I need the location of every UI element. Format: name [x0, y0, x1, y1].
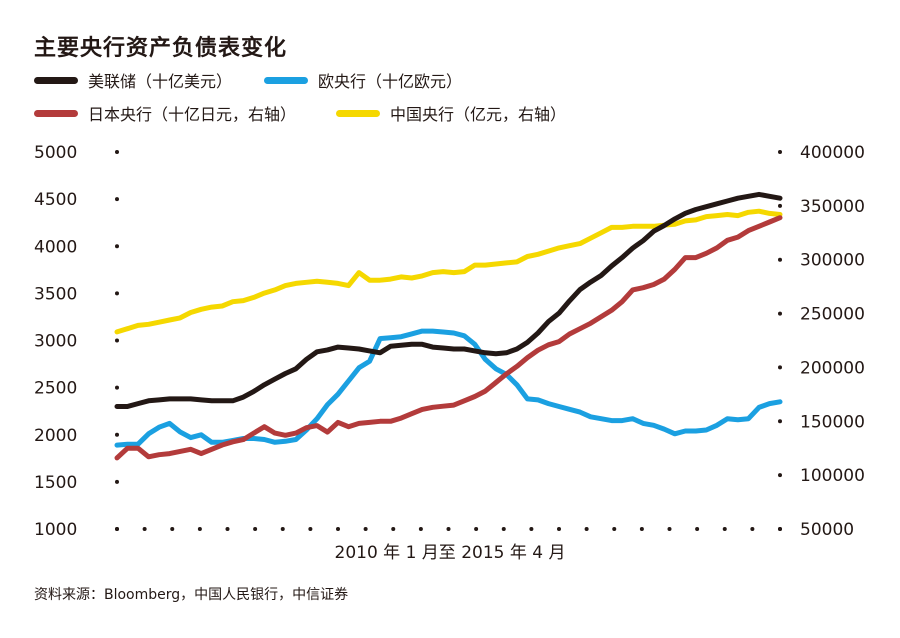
legend-swatch-boj: [34, 109, 78, 117]
baseline-dot: [612, 527, 617, 531]
series-line-pboc: [114, 208, 783, 335]
legend-item-ecb: 欧央行（十亿欧元）: [264, 68, 462, 92]
right-axis-tick-label: 250000: [800, 305, 865, 325]
left-axis-tick-dot: [115, 338, 119, 343]
right-axis-tick-dot: [778, 365, 782, 370]
legend-item-pboc: 中国央行（亿元，右轴）: [336, 101, 566, 125]
left-axis-tick-label: 4000: [34, 237, 77, 257]
left-axis-tick-label: 5000: [34, 143, 77, 163]
legend-swatch-pboc: [336, 109, 380, 117]
baseline-dot: [336, 527, 340, 531]
left-axis-tick-label: 3500: [34, 284, 77, 304]
series-line-fed: [114, 191, 783, 409]
right-axis-tick-label: 200000: [800, 358, 865, 378]
baseline-dot: [722, 527, 727, 531]
baseline-dot: [363, 527, 368, 531]
left-axis-tick-label: 3000: [34, 332, 77, 352]
baseline-dot: [667, 527, 672, 531]
baseline-dot: [695, 527, 700, 531]
baseline-dot: [474, 527, 479, 531]
series-lines: [114, 191, 783, 461]
chart-title: 主要央行资产负债表变化: [34, 36, 288, 61]
baseline-dot: [225, 527, 230, 531]
left-axis-tick-dot: [115, 432, 119, 437]
right-axis-tick-label: 350000: [800, 197, 865, 217]
right-axis-tick-label: 400000: [800, 143, 865, 163]
baseline-dot: [750, 527, 755, 531]
left-axis-tick-label: 1000: [34, 520, 77, 540]
left-axis-tick-dot: [115, 244, 119, 249]
left-axis-tick-label: 1500: [34, 473, 77, 493]
legend-swatch-ecb: [264, 76, 308, 84]
baseline-dot: [391, 527, 396, 531]
legend-item-fed: 美联储（十亿美元）: [34, 68, 232, 92]
legend-label-ecb: 欧央行（十亿欧元）: [318, 72, 463, 91]
baseline-dot: [778, 527, 782, 531]
right-axis-tick-dot: [778, 419, 782, 424]
baseline-dot: [308, 527, 313, 531]
x-axis-label: 2010 年 1 月至 2015 年 4 月: [335, 543, 566, 563]
baseline-dot: [170, 527, 175, 531]
right-axis-tick-dot: [778, 257, 782, 262]
baseline-dot: [529, 527, 534, 531]
legend-label-boj: 日本央行（十亿日元，右轴）: [88, 105, 297, 124]
right-axis-tick-dot: [778, 150, 782, 154]
right-axis-tick-label: 100000: [800, 466, 865, 486]
legend-item-boj: 日本央行（十亿日元，右轴）: [34, 101, 296, 125]
left-axis: 1000 1500 2000 2500 3000 3500 4000 4500 5000: [34, 143, 119, 540]
right-axis-tick-dot: [778, 203, 782, 208]
baseline-dot: [418, 527, 423, 531]
baseline-dot: [557, 527, 561, 531]
right-axis-tick-label: 300000: [800, 251, 865, 271]
baseline-dot: [197, 527, 202, 531]
left-axis-tick-dot: [115, 385, 119, 390]
left-axis-tick-dot: [115, 479, 119, 484]
series-line-boj: [114, 215, 783, 461]
right-axis-tick-dot: [778, 473, 782, 478]
left-axis-tick-label: 2000: [34, 426, 77, 446]
x-axis-baseline: [115, 527, 782, 531]
left-axis-tick-dot: [115, 150, 119, 154]
left-axis-tick-dot: [115, 291, 119, 296]
legend-label-pboc: 中国央行（亿元，右轴）: [390, 105, 567, 124]
source-note: 资料来源：Bloomberg，中国人民银行，中信证券: [34, 587, 349, 603]
left-axis-tick-label: 4500: [34, 190, 77, 210]
legend-swatch-fed: [34, 76, 78, 84]
baseline-dot: [280, 527, 285, 531]
baseline-dot: [446, 527, 451, 531]
baseline-dot: [142, 527, 147, 531]
legend-label-fed: 美联储（十亿美元）: [88, 72, 233, 91]
baseline-dot: [639, 527, 644, 531]
baseline-dot: [584, 527, 589, 531]
left-axis-tick-dot: [115, 197, 119, 202]
baseline-dot: [501, 527, 506, 531]
right-axis: 50000 100000 150000 200000 250000 300000 35000…: [778, 143, 865, 540]
left-axis-tick-label: 2500: [34, 379, 77, 399]
right-axis-tick-dot: [778, 311, 782, 316]
right-axis-tick-label: 150000: [800, 412, 865, 432]
baseline-dot: [253, 527, 258, 531]
baseline-dot: [115, 527, 119, 531]
right-axis-tick-label: 50000: [800, 520, 854, 540]
